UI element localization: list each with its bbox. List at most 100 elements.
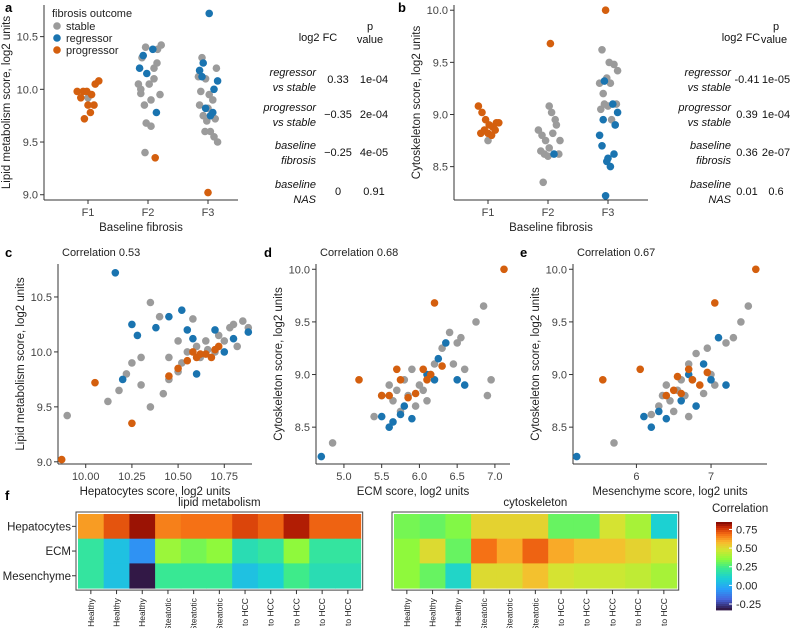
colorbar-segment-22	[716, 566, 732, 569]
x-axis-title-b: Baseline fibrosis	[509, 222, 593, 234]
point-a-regressor-11	[205, 9, 213, 18]
colorbar-segment-19	[716, 560, 732, 563]
colorbar-segment-21	[716, 564, 732, 567]
point-d-stable-13	[430, 360, 439, 368]
point-a-stable-29	[197, 87, 205, 96]
point-e-progressor-6	[688, 376, 697, 384]
point-e-progressor-5	[684, 365, 693, 374]
legend-label-stable: stable	[66, 21, 95, 33]
heatmap-col-label-0-6: adj. to HCC	[240, 598, 250, 628]
heatmap-cell-1-1-2	[445, 538, 472, 564]
heatmap-cell-0-1-0	[78, 538, 105, 564]
point-e-regressor-11	[722, 381, 730, 389]
heatmap-col-label-1-5: Steatotic	[530, 597, 540, 628]
colorbar-segment-10	[716, 542, 732, 545]
heatmap-cell-1-2-0	[394, 563, 421, 589]
heatmap-col-label-1-3: Steatotic	[479, 597, 489, 628]
point-d-stable-25	[411, 402, 420, 410]
point-d-stable-10	[415, 381, 424, 389]
point-a-regressor-9	[210, 85, 218, 94]
point-b-regressor-2	[599, 115, 607, 124]
x-tick-label-c-0: 10.00	[72, 471, 100, 483]
chart-title-c: Correlation 0.53	[62, 247, 140, 259]
panel-f-heatmap: Hepatocytes ECM Mesenchyme lipid metabolism…	[3, 497, 769, 628]
heatmap-cell-1-1-10	[651, 538, 678, 564]
heatmap-cell-0-0-9	[309, 514, 336, 540]
point-a-progressor-12	[204, 188, 212, 197]
legend-title-a: fibrosis outcome	[52, 8, 132, 20]
point-b-regressor-7	[598, 142, 606, 150]
point-e-regressor-0	[572, 452, 581, 461]
colorbar-segment-11	[716, 544, 732, 547]
point-b-regressor-0	[550, 150, 558, 158]
point-a-stable-26	[206, 127, 215, 136]
x-tick-label-d-4: 7.0	[487, 471, 502, 483]
panel-a: 9.0 9.5 10.0 10.5 F1 F2 F3 Baseline fibrosis Lip…	[1, 5, 238, 234]
heatmap-col-label-0-8: adj. to HCC	[291, 598, 301, 628]
point-c-stable-1	[104, 397, 112, 406]
stats-a-row2-fc: −0.35	[324, 109, 352, 121]
point-a-stable-3	[141, 43, 150, 51]
point-d-progressor-0	[355, 376, 363, 384]
legend-label-progressor: progressor	[66, 45, 119, 57]
heatmap-cell-1-0-5	[522, 514, 549, 540]
point-b-progressor-10	[491, 126, 500, 134]
x-tick-label-d-0: 5.0	[336, 471, 351, 483]
point-b-stable-7	[556, 136, 564, 145]
point-c-stable-24	[233, 342, 241, 351]
point-a-stable-16	[137, 85, 145, 94]
point-d-stable-15	[445, 328, 454, 337]
point-e-regressor-9	[707, 376, 715, 384]
point-c-regressor-11	[220, 348, 229, 356]
heatmap-col-label-0-9: adj. to HCC	[317, 598, 327, 628]
point-e-stable-19	[744, 302, 753, 310]
point-d-regressor-10	[442, 339, 450, 347]
point-a-progressor-8	[86, 108, 95, 117]
y-tick-label-b-1: 9.0	[433, 109, 448, 121]
heatmap-cell-1-1-1	[419, 538, 446, 564]
point-d-stable-3	[385, 381, 394, 389]
heatmap-cell-1-0-4	[496, 514, 523, 540]
point-a-progressor-0	[73, 87, 81, 96]
x-tick-label-a-0: F1	[82, 207, 95, 219]
point-d-progressor-4	[396, 376, 405, 384]
x-tick-label-e-0: 6	[633, 471, 639, 483]
colorbar-tick-label-3: 0.00	[736, 580, 757, 592]
colorbar-segment-1	[716, 524, 732, 527]
point-b-stable-21	[613, 66, 622, 75]
heatmap-cell-1-2-6	[548, 563, 575, 589]
point-c-progressor-1	[91, 378, 99, 387]
point-e-stable-0	[610, 439, 618, 447]
colorbar-segment-35	[716, 592, 732, 595]
point-b-stable-10	[544, 152, 552, 160]
point-e-progressor-7	[696, 381, 704, 389]
heatmap-cell-0-1-6	[232, 538, 259, 564]
point-a-regressor-10	[213, 77, 222, 85]
point-d-progressor-11	[438, 362, 446, 370]
colorbar-segment-20	[716, 562, 732, 565]
point-a-stable-15	[156, 90, 164, 99]
x-axis-title-e: Mesenchyme score, log2 units	[592, 486, 748, 498]
point-c-regressor-9	[192, 370, 201, 378]
point-d-progressor-8	[423, 376, 431, 384]
point-e-progressor-2	[662, 391, 671, 400]
stats-b-row4-label1: baseline	[690, 179, 731, 191]
heatmap-cell-1-0-6	[548, 514, 575, 540]
point-d-progressor-2	[385, 391, 394, 400]
stats-b-header-fc: log2 FC	[722, 32, 761, 44]
heatmap-cell-0-1-5	[206, 538, 233, 564]
stats-a-row2-p: 2e-04	[360, 109, 388, 121]
heatmap-row-label-2: Mesenchyme	[3, 571, 71, 583]
heatmap-cell-1-1-6	[548, 538, 575, 564]
point-e-stable-10	[684, 360, 693, 368]
y-tick-label-d-1: 9.0	[295, 370, 310, 382]
stats-b-row3-label2: fibrosis	[696, 155, 731, 167]
point-e-progressor-8	[703, 368, 712, 377]
point-c-stable-4	[128, 359, 136, 367]
colorbar-tick-label-1: 0.50	[736, 543, 757, 555]
heatmap-col-label-1-0: Healthy	[402, 597, 412, 627]
point-c-progressor-5	[183, 356, 192, 365]
stats-a-row1-p: 1e-04	[360, 74, 388, 86]
point-c-regressor-12	[229, 334, 238, 343]
point-e-regressor-10	[714, 333, 723, 342]
